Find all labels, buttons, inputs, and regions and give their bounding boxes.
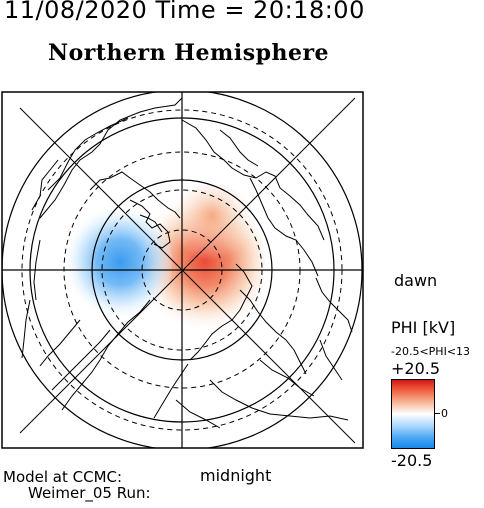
colorbar-range-text: -20.5<PHI<13 — [391, 345, 471, 358]
footer-model-label: Model at CCMC: — [3, 468, 123, 486]
hemisphere-title: Northern Hemisphere — [48, 40, 330, 66]
colorbar-min-label: -20.5 — [391, 451, 433, 470]
dawn-label: dawn — [394, 271, 438, 290]
coastlines — [21, 97, 353, 429]
potential-pattern — [68, 184, 265, 340]
midnight-label: midnight — [200, 466, 272, 485]
footer-run-label: Weimer_05 Run: — [28, 484, 151, 502]
colorbar-zero-tick — [435, 413, 440, 414]
colorbar-title: PHI [kV] — [391, 318, 456, 337]
colorbar-max-label: +20.5 — [391, 359, 441, 378]
colorbar — [391, 379, 435, 449]
datetime-title: 11/08/2020 Time = 20:18:00 — [4, 0, 365, 24]
grid — [2, 92, 363, 448]
map-frame — [1, 91, 364, 449]
colorbar-mid-label: 0 — [441, 407, 448, 420]
negative-cell — [68, 200, 172, 324]
meridian-diagonal-2 — [19, 97, 356, 434]
meridian-diagonal-1 — [19, 107, 356, 444]
